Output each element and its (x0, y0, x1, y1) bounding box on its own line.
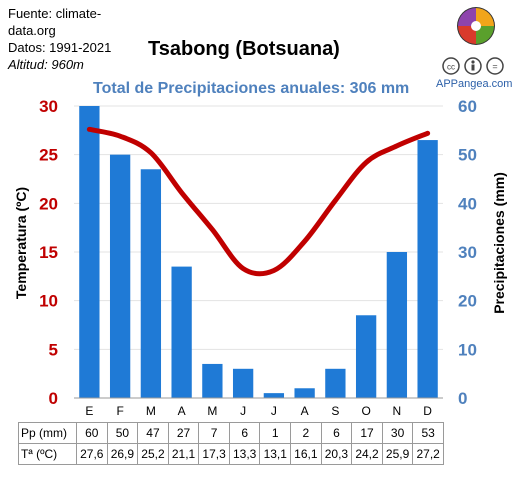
table-cell: 20,3 (320, 443, 353, 465)
chart-gridlines (74, 105, 443, 350)
table-cell: 1 (259, 422, 292, 444)
table-cell: 7 (198, 422, 230, 444)
svg-text:=: = (492, 62, 497, 72)
precipitation-bar (294, 388, 315, 398)
right-tick-label: 0 (458, 389, 467, 408)
table-cell: 47 (137, 422, 169, 444)
source-line-1: Fuente: climate- (8, 6, 102, 21)
precipitation-bar (79, 106, 100, 398)
right-tick-label: 20 (458, 292, 477, 311)
month-label: J (240, 404, 246, 418)
table-cell: 17,3 (198, 443, 230, 465)
month-label: D (423, 404, 432, 418)
right-tick-label: 30 (458, 243, 477, 262)
left-tick-label: 30 (39, 97, 58, 116)
month-label: M (207, 404, 217, 418)
precipitation-bar (202, 363, 223, 398)
table-cell: 27 (167, 422, 200, 444)
left-axis-ticks: 0 5 10 15 20 25 30 (39, 97, 58, 408)
climate-data-table: Pp (mm) 60 50 47 27 7 6 1 2 6 17 30 53 Tª (ºC) 27,6 26… (18, 422, 444, 465)
right-tick-label: 10 (458, 340, 477, 359)
left-axis-label: Temperatura (ºC) (13, 187, 29, 299)
left-tick-label: 25 (39, 146, 58, 165)
month-label: O (361, 404, 370, 418)
precipitation-bar (109, 154, 131, 398)
brand-url: APPangea.com (436, 78, 513, 90)
right-axis-ticks: 0 10 20 30 40 50 60 (458, 97, 477, 408)
precipitation-bar (417, 140, 438, 399)
right-tick-label: 50 (458, 146, 477, 165)
source-line-2: data.org (8, 23, 56, 38)
creative-commons-icon: cc = (442, 57, 504, 75)
right-tick-label: 40 (458, 194, 477, 213)
chart-title: Tsabong (Botsuana) (148, 38, 340, 60)
table-cell: 13,1 (259, 443, 292, 465)
table-cell: 24,2 (351, 443, 383, 465)
left-tick-label: 0 (49, 389, 58, 408)
source-info: Fuente: climate- data.org Datos: 1991-20… (8, 5, 111, 73)
table-cell: 30 (381, 422, 414, 444)
precipitation-bar (171, 266, 192, 398)
table-cell: 21,1 (167, 443, 200, 465)
source-altitude: Altitud: 960m (8, 57, 84, 72)
month-label: S (331, 404, 339, 418)
left-tick-label: 5 (49, 340, 58, 359)
month-label: M (146, 404, 156, 418)
table-cell: 13,3 (228, 443, 261, 465)
left-tick-label: 15 (39, 243, 58, 262)
table-cell: 16,1 (290, 443, 322, 465)
table-cell: 26,9 (106, 443, 139, 465)
precipitation-bars (79, 106, 438, 399)
table-cell: 27,6 (76, 443, 108, 465)
month-label: A (178, 404, 186, 418)
table-cell: 50 (106, 422, 139, 444)
temperature-line (86, 126, 431, 277)
appangea-logo-icon (457, 7, 495, 45)
table-cell: 6 (320, 422, 353, 444)
precipitation-bar (386, 252, 408, 398)
table-cell: 53 (412, 422, 444, 444)
table-cell: 60 (76, 422, 108, 444)
precipitation-bar (232, 368, 254, 398)
table-cell: 17 (351, 422, 383, 444)
precipitation-bar (325, 368, 346, 398)
chart-subtitle: Total de Precipitaciones anuales: 306 mm (93, 80, 410, 97)
precipitation-bar (355, 315, 377, 398)
month-label: A (301, 404, 309, 418)
table-cell: 25,9 (381, 443, 414, 465)
table-cell: 6 (228, 422, 261, 444)
precipitation-bar (263, 393, 285, 398)
table-cell: 25,2 (137, 443, 169, 465)
left-tick-label: 10 (39, 292, 58, 311)
right-axis-label: Precipitaciones (mm) (491, 172, 507, 314)
table-row-label: Tª (ºC) (18, 443, 77, 465)
precipitation-bar (140, 169, 162, 398)
table-cell: 27,2 (412, 443, 444, 465)
table-cell: 2 (290, 422, 322, 444)
month-label: J (271, 404, 277, 418)
month-label: F (116, 404, 123, 418)
right-tick-label: 60 (458, 97, 477, 116)
svg-text:cc: cc (447, 63, 455, 72)
source-dates: Datos: 1991-2021 (8, 40, 112, 55)
table-row-label: Pp (mm) (18, 422, 77, 444)
precipitation-row: Pp (mm) 60 50 47 27 7 6 1 2 6 17 30 53 (18, 422, 444, 444)
temperature-row: Tª (ºC) 27,6 26,9 25,2 21,1 17,3 13,3 13,1 16,1 2… (18, 443, 444, 465)
month-label: E (85, 404, 93, 418)
left-tick-label: 20 (39, 194, 58, 213)
month-label: N (393, 404, 402, 418)
